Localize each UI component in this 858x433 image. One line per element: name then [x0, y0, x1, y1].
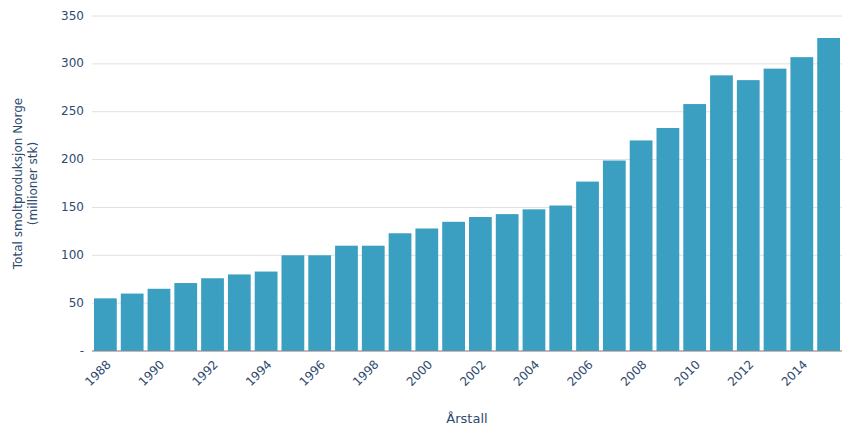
bar	[817, 38, 840, 351]
grid-line	[92, 351, 842, 352]
bar	[790, 57, 813, 351]
y-tick-label: 350	[61, 9, 84, 23]
grid-line	[92, 63, 842, 64]
bar	[228, 274, 251, 351]
bar	[255, 272, 278, 351]
bar	[576, 182, 599, 351]
x-tick-label: 2008	[618, 357, 649, 388]
bar	[362, 246, 385, 351]
x-tick-label: 1992	[189, 357, 220, 388]
x-tick-label: 1998	[350, 357, 381, 388]
bar	[764, 69, 787, 351]
bar	[710, 75, 733, 351]
x-tick-label: 2006	[564, 357, 595, 388]
bar	[683, 104, 706, 351]
y-tick-label: 200	[61, 152, 84, 166]
x-tick-label: 1994	[243, 357, 274, 388]
bar	[523, 209, 546, 351]
x-tick-label: 1996	[297, 357, 328, 388]
bar	[389, 233, 412, 351]
bar	[415, 228, 438, 351]
y-tick-labels: - 50 100 150 200 250 300 350	[61, 9, 84, 358]
bar	[469, 217, 492, 351]
bar	[549, 206, 572, 351]
y-tick-label: 300	[61, 56, 84, 70]
bar	[201, 278, 224, 351]
y-tick-label: 100	[61, 248, 84, 262]
x-tick-label: 2002	[457, 357, 488, 388]
bar	[630, 140, 653, 351]
bar	[657, 128, 680, 351]
bar	[737, 80, 760, 351]
bar	[282, 255, 305, 351]
x-tick-label: 1990	[136, 357, 167, 388]
x-axis-line	[92, 351, 842, 352]
x-axis-label: Årstall	[446, 411, 487, 426]
y-tick-label: 50	[69, 296, 84, 310]
bar	[335, 246, 358, 351]
bars	[94, 38, 840, 351]
y-axis-label: Total smoltproduksjon Norge(millioner st…	[11, 98, 40, 270]
grid-line	[92, 16, 842, 17]
x-tick-label: 2004	[511, 357, 542, 388]
chart: - 50 100 150 200 250 300 350 1988 1990 1992 1994 199…	[0, 0, 858, 433]
y-axis-label-line: (millioner stk)	[26, 142, 40, 225]
bar	[496, 214, 519, 351]
y-grid	[92, 16, 842, 351]
bar	[94, 298, 117, 351]
y-tick-label: 250	[61, 104, 84, 118]
y-tick-label: -	[80, 344, 84, 358]
x-tick-labels: 1988 1990 1992 1994 1996 1998 2000 2002 2004 2006…	[82, 357, 810, 388]
chart-container: - 50 100 150 200 250 300 350 1988 1990 1992 1994 199…	[0, 0, 858, 433]
bar	[308, 255, 331, 351]
bar	[148, 289, 171, 351]
x-tick-label: 2010	[672, 357, 703, 388]
y-axis-label-line: Total smoltproduksjon Norge	[11, 98, 25, 270]
bar	[174, 283, 197, 351]
x-tick-label: 1988	[82, 357, 113, 388]
x-tick-label: 2000	[404, 357, 435, 388]
bar	[442, 222, 465, 351]
bar	[603, 161, 626, 351]
bar	[121, 294, 144, 351]
y-tick-label: 150	[61, 200, 84, 214]
x-tick-label: 2012	[725, 357, 756, 388]
x-tick-label: 2014	[779, 357, 810, 388]
